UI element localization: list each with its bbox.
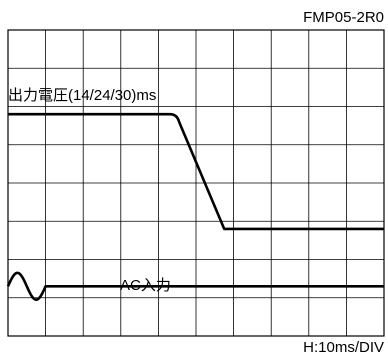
time-scale-label: H:10ms/DIV [303,339,384,356]
grid [7,29,385,337]
output-voltage-label: 出力電圧(14/24/30)ms [8,87,156,104]
ac-input-label: AC入力 [120,277,171,294]
output-voltage-trace [8,112,384,231]
traces [6,112,385,301]
model-title: FMP05-2R0 [303,9,384,26]
ac-input-trace [6,271,385,301]
